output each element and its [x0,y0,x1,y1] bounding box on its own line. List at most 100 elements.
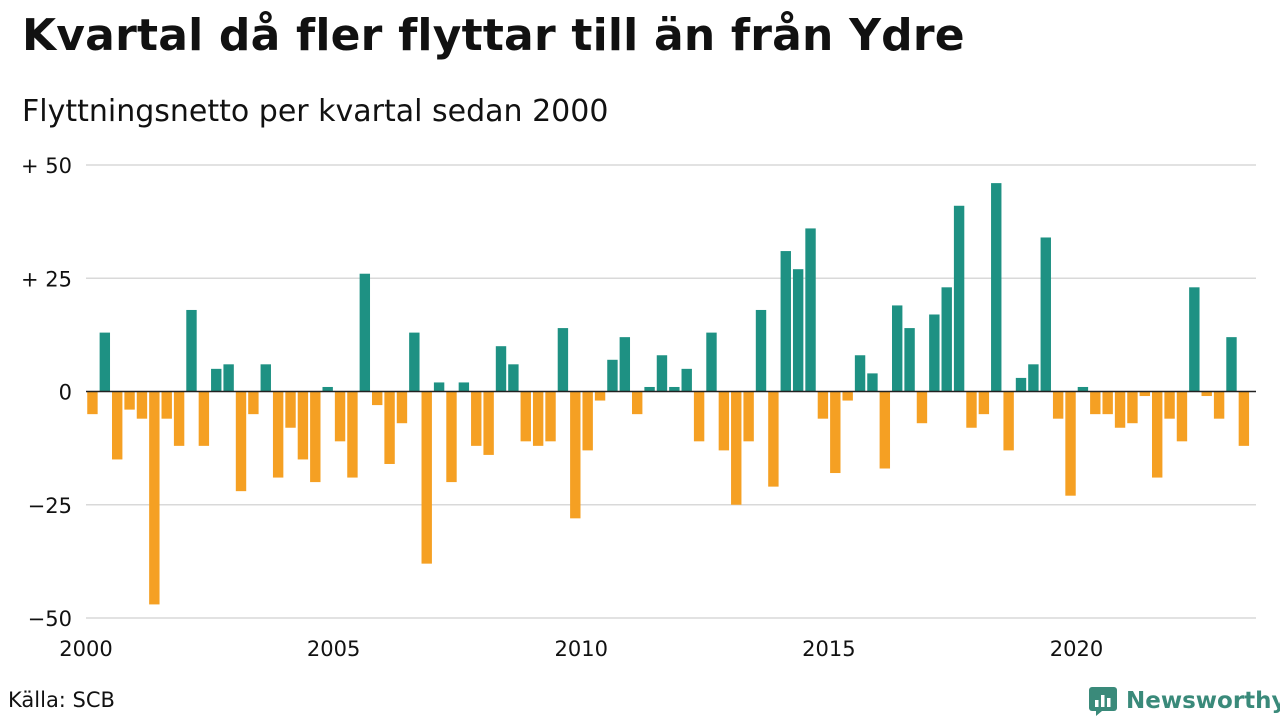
bar [223,364,234,392]
bar [248,391,259,415]
bar [792,269,804,392]
x-tick-label: 2015 [802,637,855,661]
bar [161,391,172,419]
bar [669,386,680,392]
source-credit: Källa: SCB [8,688,115,712]
bar [1139,391,1151,397]
bar [186,309,197,392]
bar [87,391,98,415]
bar [1114,391,1126,428]
x-tick-label: 2020 [1050,637,1103,661]
newsworthy-brand[interactable]: Newsworthy [1088,684,1280,718]
bar [334,391,346,442]
bar [1052,391,1064,419]
bar [173,391,185,446]
x-tick-label: 2005 [307,637,360,661]
y-tick-label: + 50 [21,154,72,178]
bar [99,332,111,392]
x-tick-label: 2000 [59,637,112,661]
bar [285,391,296,428]
bar [693,391,705,442]
bar [409,332,420,392]
bar [1040,237,1051,392]
bar [1077,386,1089,392]
bar [359,273,371,392]
bar [656,355,668,392]
bar [842,391,853,401]
bar [718,391,730,451]
y-tick-label: + 25 [21,267,72,291]
bar [520,391,531,442]
bar [508,364,519,392]
bar [607,359,618,392]
y-tick-label: −25 [28,494,72,518]
bar [149,391,160,605]
bar [570,391,581,519]
bar [1152,391,1163,478]
bar [446,391,457,483]
bar [1127,391,1138,424]
bar [235,391,247,492]
bar [483,391,494,455]
bar [384,391,395,464]
x-axis-tick-labels: 2000 2005 2010 2015 2020 [59,637,1103,661]
bar [582,391,593,451]
bar [594,391,606,401]
bar [124,391,135,410]
x-tick-label: 2010 [555,637,608,661]
bar [1028,364,1039,392]
bar [904,328,915,392]
bar-chart: + 50 + 25 0 −25 −50 2000 2005 2010 2015 2020 [21,154,1256,661]
bar [768,391,779,487]
bar [632,391,643,415]
bar [1238,391,1250,446]
bar [396,391,408,424]
bar [805,228,816,392]
bar [916,391,928,424]
bar [879,391,891,469]
bar [892,305,903,392]
bar [991,183,1002,392]
bar [1213,391,1225,419]
bar [755,309,767,392]
newsworthy-logo-icon [1089,687,1117,716]
bar [1003,391,1014,451]
bar [112,391,123,460]
bar [136,391,148,419]
bar [545,391,556,442]
bar [1226,337,1237,392]
bar [780,251,791,392]
bar [953,205,965,392]
bar [198,391,210,446]
bar [211,368,222,392]
bar [1201,391,1212,397]
bar [297,391,309,460]
bar [978,391,990,415]
bar [557,328,569,392]
bar [322,386,333,392]
chart-subtitle: Flyttningsnetto per kvartal sedan 2000 [22,94,609,129]
bar [706,332,717,392]
bar [1015,377,1027,392]
bar [347,391,358,478]
chart-title: Kvartal då fler flyttar till än från Ydr… [22,10,965,61]
bar [830,391,841,474]
bar [1164,391,1175,419]
bar [458,382,470,392]
bar [260,364,271,392]
bar [495,346,507,392]
y-tick-label: 0 [59,381,72,405]
bar [1176,391,1188,442]
bar [929,314,940,392]
bar [731,391,742,505]
bar [817,391,829,419]
bar [433,382,445,392]
bars [87,183,1250,605]
bar [619,337,631,392]
bar [1102,391,1113,415]
bar [941,287,952,392]
gridlines [86,164,1256,619]
bar [372,391,383,406]
bar [1189,287,1200,392]
bar [421,391,432,564]
